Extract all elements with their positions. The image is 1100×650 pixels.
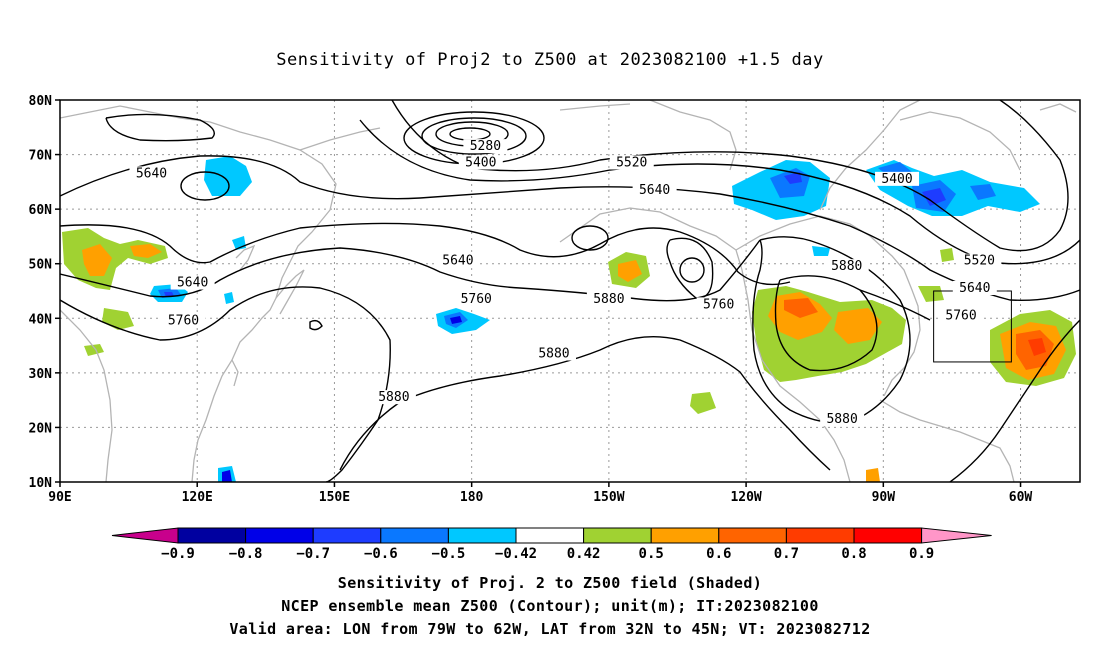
colorbar-label: 0.9	[909, 546, 934, 562]
lon-tick-label: 150W	[593, 490, 624, 505]
colorbar-swatch	[380, 527, 449, 544]
colorbar-swatch	[785, 527, 855, 544]
colorbar-label: 0.5	[639, 546, 664, 562]
lon-tick-label: 150E	[319, 490, 350, 505]
contour-label-bg	[820, 411, 865, 426]
colorbar: −0.9 −0.8 −0.7 −0.6 −0.5 −0.42 0.42 0.5 0.6 0.7 0.…	[111, 527, 992, 562]
contour-label-bg	[824, 259, 869, 274]
lon-tick-label: 120W	[730, 490, 761, 505]
contour-label: 5640	[639, 183, 670, 198]
contour-label-bg	[531, 346, 576, 361]
contour-label: 5640	[442, 254, 473, 269]
lat-tick-label: 40N	[29, 312, 53, 327]
contour-label: 5280	[470, 139, 501, 154]
lat-tick-label: 50N	[29, 258, 53, 273]
contour-label-bg	[952, 281, 997, 295]
contour-label: 5400	[465, 155, 496, 170]
colorbar-label: 0.42	[567, 546, 601, 562]
contour-label: 5520	[964, 254, 995, 269]
lat-tick-label: 60N	[29, 203, 53, 218]
contour-label: 5880	[831, 259, 862, 274]
contour-label: 5640	[959, 281, 990, 296]
lat-tick-label: 70N	[29, 149, 53, 164]
contour-label: 5880	[826, 412, 857, 427]
contour-label-bg	[170, 275, 215, 290]
colorbar-label: 0.7	[774, 546, 799, 562]
colorbar-label: −0.8	[229, 546, 263, 562]
contour-label-bg	[129, 166, 174, 181]
lat-tick-label: 20N	[29, 421, 53, 436]
contour-label-bg	[609, 155, 654, 170]
colorbar-label: −0.42	[495, 546, 537, 562]
map-frame	[59, 99, 1081, 483]
lat-tick-label: 80N	[29, 94, 53, 109]
lat-tick-label: 10N	[29, 476, 53, 491]
contour-label: 5760	[703, 297, 734, 312]
colorbar-swatch	[650, 527, 720, 544]
colorbar-label: −0.7	[296, 546, 330, 562]
lon-tick-label: 90W	[872, 490, 896, 505]
caption-valid-area: Valid area: LON from 79W to 62W, LAT fro…	[229, 620, 871, 638]
lon-tick-label: 180	[460, 490, 484, 505]
colorbar-label: −0.6	[364, 546, 398, 562]
colorbar-right-arrow	[921, 527, 992, 544]
contour-label: 5880	[378, 390, 409, 405]
contour-label-bg	[161, 313, 206, 328]
caption-shaded: Sensitivity of Proj. 2 to Z500 field (Sh…	[337, 574, 763, 592]
contour-label-bg	[632, 182, 677, 197]
contour-label: 5760	[945, 308, 976, 323]
lon-tick-label: 60W	[1009, 490, 1033, 505]
colorbar-swatch	[515, 527, 585, 544]
lat-lon-gridlines	[60, 100, 1080, 482]
contour-label-bg	[435, 253, 480, 268]
contour-label: 5640	[136, 166, 167, 181]
contour-label-bg	[463, 139, 508, 154]
colorbar-left-arrow	[111, 527, 179, 544]
colorbar-swatch	[177, 527, 247, 544]
contour-label: 5640	[177, 276, 208, 291]
contour-label: 5520	[616, 155, 647, 170]
colorbar-label: 0.8	[841, 546, 866, 562]
colorbar-swatch	[245, 527, 314, 544]
contour-label: 5400	[881, 172, 912, 187]
contour-label: 5880	[538, 346, 569, 361]
colorbar-swatch	[447, 527, 517, 544]
lat-tick-label: 30N	[29, 367, 53, 382]
contour-label: 5880	[593, 292, 624, 307]
colorbar-swatch	[312, 527, 382, 544]
colorbar-label: −0.5	[432, 546, 466, 562]
caption-contour: NCEP ensemble mean Z500 (Contour); unit(…	[281, 597, 819, 615]
colorbar-swatch	[853, 527, 923, 544]
lon-tick-label: 90E	[48, 490, 71, 505]
colorbar-swatch	[718, 527, 787, 544]
map-title: Sensitivity of Proj2 to Z500 at 20230821…	[276, 50, 824, 70]
contour-label-bg	[458, 155, 503, 170]
colorbar-swatch	[583, 527, 652, 544]
contour-label-bg	[586, 291, 631, 306]
lon-tick-label: 120E	[182, 490, 213, 505]
contour-label-bg	[454, 291, 499, 306]
contour-label-bg	[371, 390, 416, 405]
contour-label-bg	[957, 253, 1002, 268]
sensitivity-shading	[62, 156, 1076, 482]
contour-label-bg	[939, 308, 984, 323]
colorbar-label: −0.9	[161, 546, 195, 562]
contour-label-bg	[875, 171, 920, 186]
contour-label-bg	[696, 297, 741, 312]
contour-label: 5760	[461, 292, 492, 307]
contour-label: 5760	[168, 314, 199, 329]
colorbar-label: 0.6	[706, 546, 731, 562]
